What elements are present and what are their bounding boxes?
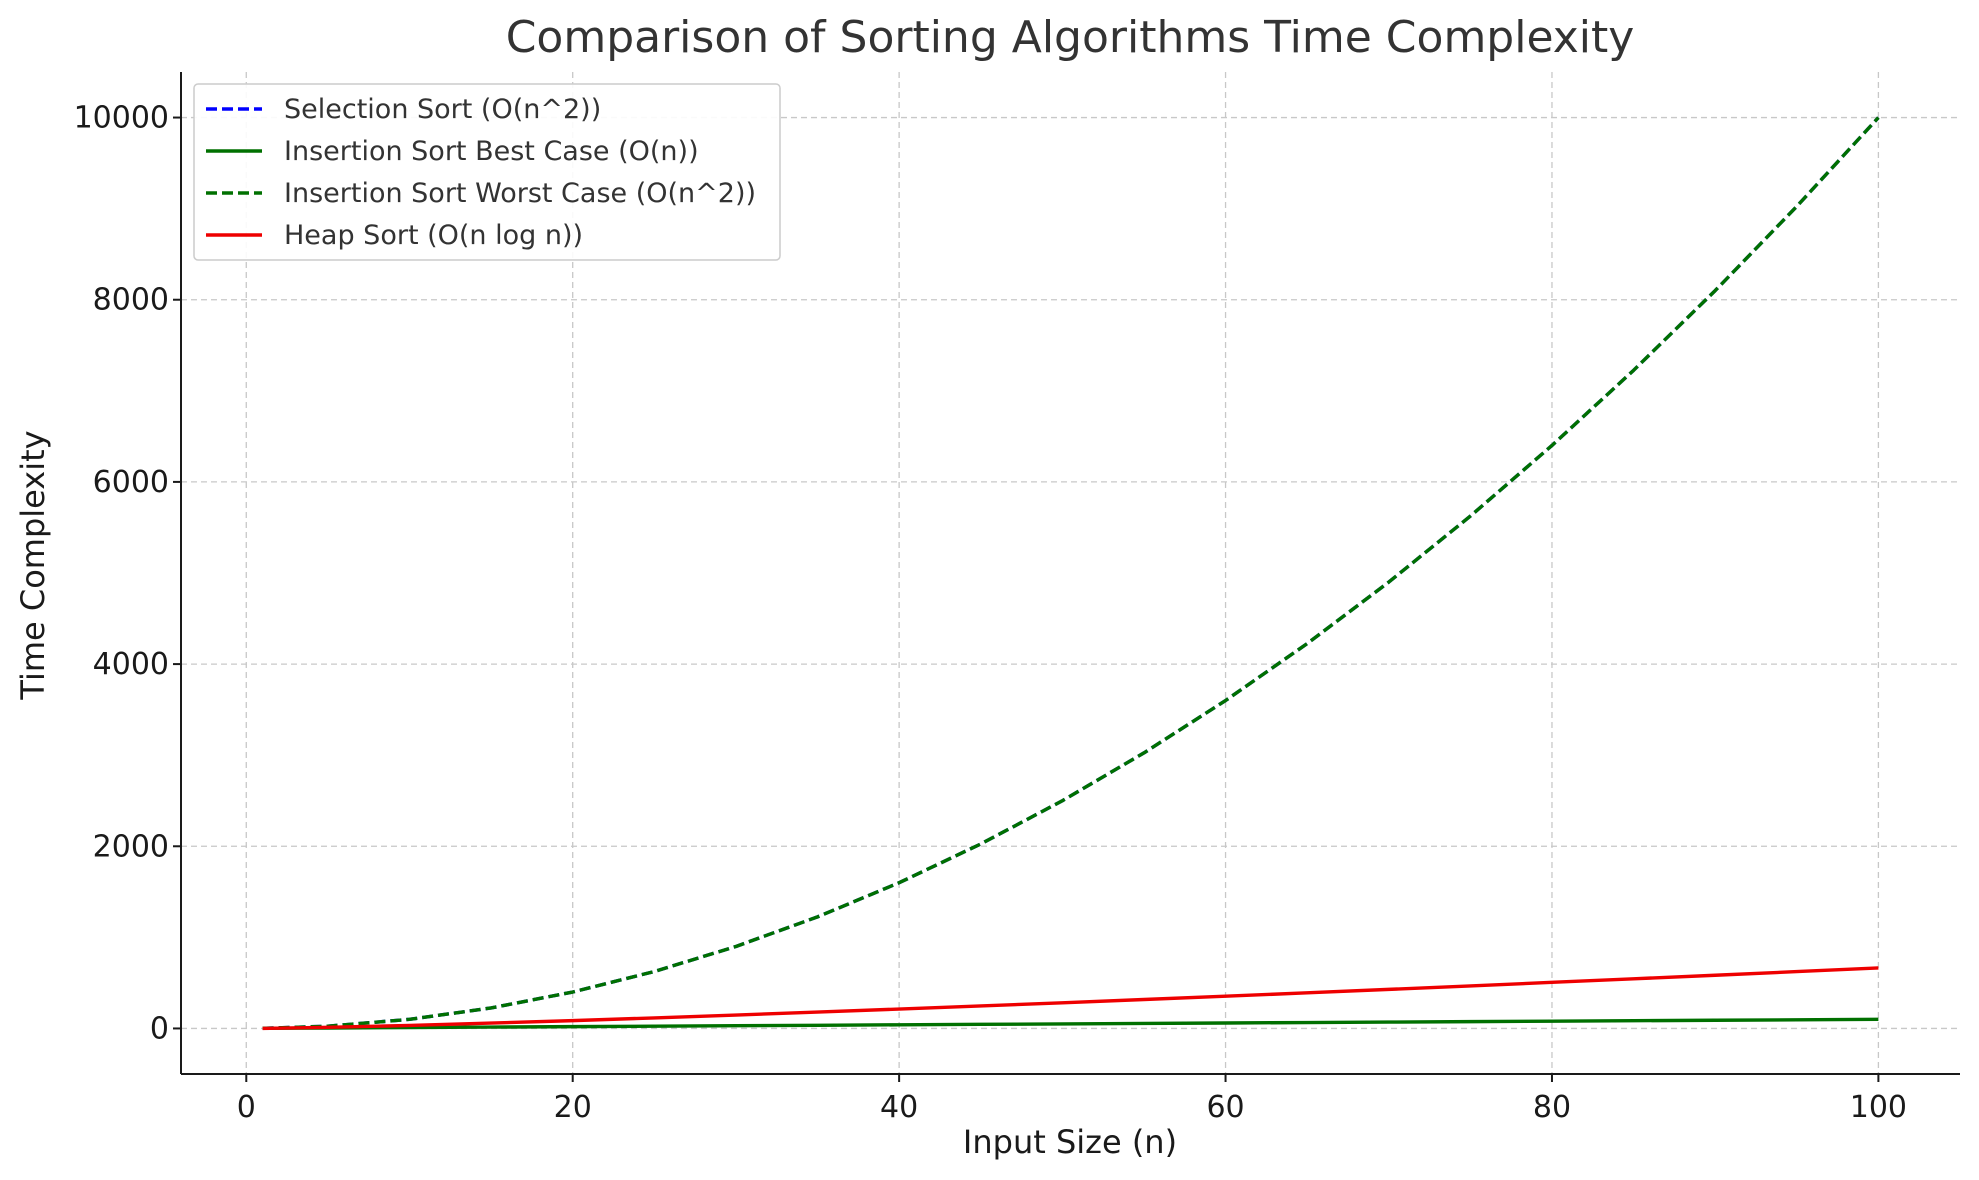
legend: Selection Sort (O(n^2)) Insertion Sort Be… [193,83,781,261]
y-tick-label: 2000 [93,829,169,864]
y-tick-label: 6000 [93,465,169,500]
x-tick-label: 60 [1206,1090,1244,1125]
legend-label: Insertion Sort Best Case (O(n)) [284,136,699,167]
y-tick-label: 0 [150,1011,169,1046]
y-tick-label: 10000 [74,101,169,136]
x-tick-label: 100 [1850,1090,1907,1125]
x-axis-label: Input Size (n) [963,1123,1177,1161]
series-line-3 [262,116,1880,1031]
y-axis-label: Time Complexity [14,430,52,700]
axes [173,72,1960,1082]
series-line-2 [262,1017,1879,1031]
tick-labels: 0 20 40 60 80 100 0 2000 4000 6000 8000 10000 [74,101,1907,1125]
legend-label: Insertion Sort Worst Case (O(n^2)) [284,178,756,209]
x-tick-label: 20 [554,1090,592,1125]
x-tick-label: 80 [1533,1090,1571,1125]
series-line-4 [262,966,1879,1031]
grid [181,72,1960,1074]
x-tick-label: 0 [237,1090,256,1125]
legend-box [193,83,781,261]
y-tick-label: 4000 [93,647,169,682]
legend-label: Heap Sort (O(n log n)) [284,220,583,251]
chart-title: Comparison of Sorting Algorithms Time Co… [506,12,1635,63]
series-lines [262,116,1880,1031]
y-tick-label: 8000 [93,283,169,318]
x-tick-label: 40 [880,1090,918,1125]
legend-label: Selection Sort (O(n^2)) [284,94,601,125]
